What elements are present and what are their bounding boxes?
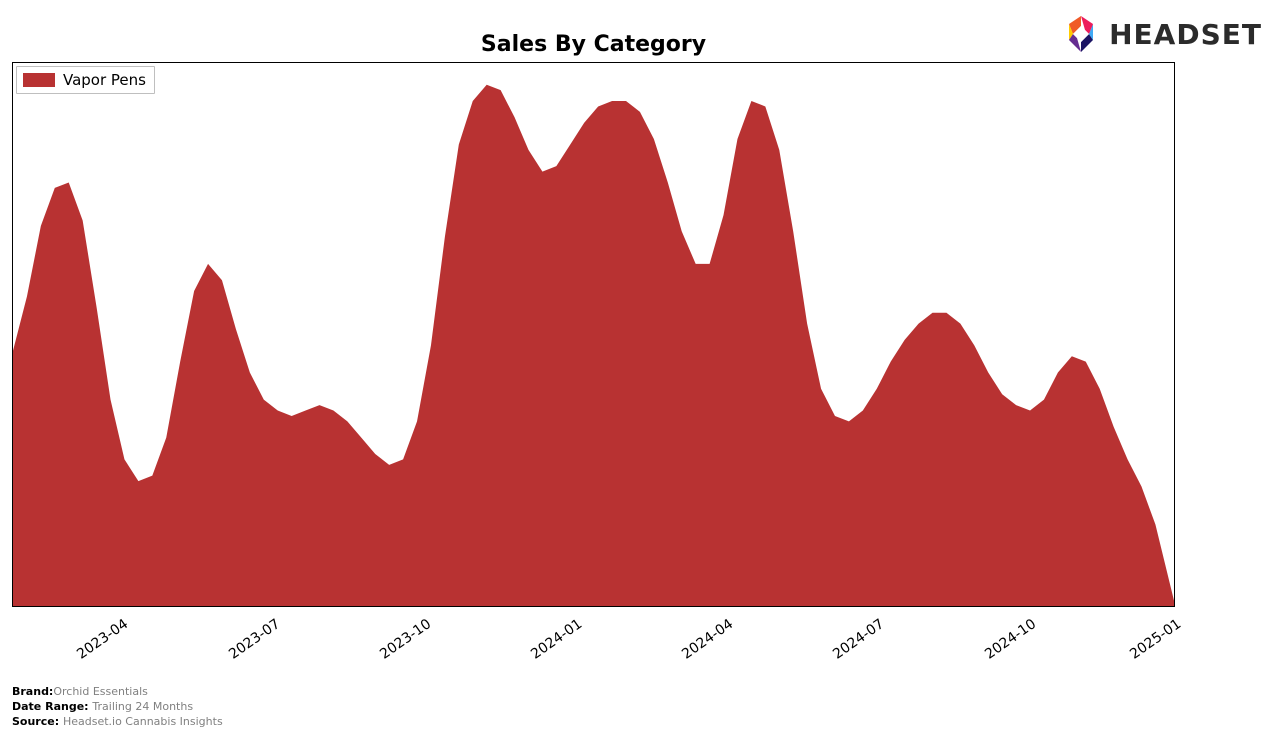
xtick-label: 2025-01	[1127, 616, 1184, 663]
xtick-label: 2024-04	[679, 616, 736, 663]
xtick-label: 2023-10	[377, 616, 434, 663]
footer-line-brand: Brand:Orchid Essentials	[12, 684, 223, 699]
plot-area	[12, 62, 1175, 607]
footer-line-source: Source: Headset.io Cannabis Insights	[12, 714, 223, 729]
area-series-vapor-pens	[13, 85, 1174, 606]
footer-brand-label: Brand:	[12, 685, 53, 698]
footer-line-daterange: Date Range: Trailing 24 Months	[12, 699, 223, 714]
footer-daterange-label: Date Range:	[12, 700, 92, 713]
footer-daterange-value: Trailing 24 Months	[92, 700, 193, 713]
headset-logo-text: HEADSET	[1109, 18, 1262, 51]
footer-source-label: Source:	[12, 715, 63, 728]
legend: Vapor Pens	[16, 66, 155, 94]
footer-source-value: Headset.io Cannabis Insights	[63, 715, 223, 728]
xtick-label: 2023-04	[75, 616, 132, 663]
xtick-label: 2024-07	[831, 616, 888, 663]
area-svg	[13, 63, 1174, 606]
chart-title: Sales By Category	[0, 32, 1187, 57]
footer-brand-value: Orchid Essentials	[53, 685, 148, 698]
footer: Brand:Orchid Essentials Date Range: Trai…	[12, 684, 223, 729]
xtick-label: 2024-10	[982, 616, 1039, 663]
headset-logo-icon	[1059, 12, 1103, 56]
xtick-container: 2023-04 2023-07 2023-10 2024-01 2024-04 …	[12, 612, 1175, 682]
legend-swatch-vapor-pens	[23, 73, 55, 87]
legend-label-vapor-pens: Vapor Pens	[63, 71, 146, 89]
xtick-label: 2023-07	[226, 616, 283, 663]
headset-logo: HEADSET	[1059, 12, 1262, 56]
xtick-label: 2024-01	[528, 616, 585, 663]
